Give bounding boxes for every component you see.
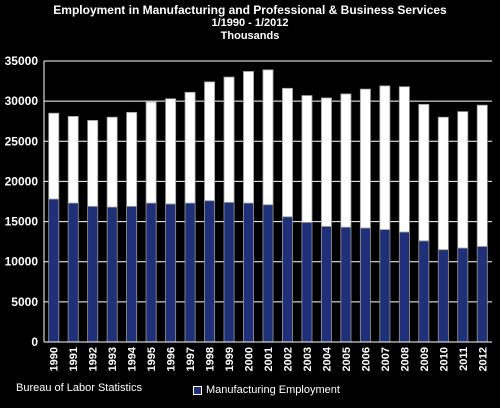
- bar-manufacturing: [418, 240, 430, 343]
- bar-professional-business-services: [184, 91, 196, 204]
- bar-professional-business-services: [223, 76, 235, 203]
- x-tick-label: 2004: [321, 346, 333, 371]
- x-tick-label: 2010: [438, 347, 450, 371]
- bar-manufacturing: [106, 206, 118, 343]
- x-tick-label: 2012: [477, 347, 489, 371]
- y-tick-label: 0: [31, 335, 38, 349]
- y-tick-label: 25000: [5, 134, 39, 148]
- y-tick-label: 30000: [5, 94, 39, 108]
- bar-manufacturing: [87, 205, 99, 343]
- bar-manufacturing: [184, 202, 196, 343]
- x-tick-label: 1995: [146, 347, 158, 371]
- x-tick-label: 2000: [244, 347, 256, 371]
- bar-professional-business-services: [320, 97, 332, 227]
- x-tick-label: 2006: [360, 347, 372, 371]
- bar-professional-business-services: [359, 88, 371, 229]
- legend-label: Manufacturing Employment: [206, 384, 340, 396]
- x-tick-label: 2007: [380, 347, 392, 371]
- bar-professional-business-services: [301, 95, 313, 223]
- bar-professional-business-services: [67, 115, 79, 204]
- x-tick-label: 1997: [185, 347, 197, 371]
- x-tick-label: 2011: [458, 347, 470, 371]
- bar-professional-business-services: [204, 81, 216, 202]
- bar-professional-business-services: [106, 116, 118, 208]
- bar-manufacturing: [223, 201, 235, 343]
- x-tick-label: 2001: [263, 347, 275, 371]
- bar-professional-business-services: [379, 85, 391, 230]
- bar-manufacturing: [204, 200, 216, 343]
- bar-professional-business-services: [282, 87, 293, 218]
- bar-professional-business-services: [457, 111, 469, 249]
- bar-manufacturing: [282, 216, 293, 343]
- bar-manufacturing: [379, 229, 391, 343]
- bar-manufacturing: [67, 202, 79, 343]
- bar-professional-business-services: [48, 112, 60, 200]
- bars-layer: [48, 69, 488, 343]
- chart-units: Thousands: [220, 30, 280, 42]
- bar-manufacturing: [243, 202, 254, 343]
- x-tick-label: 2009: [419, 347, 431, 371]
- chart-title: Employment in Manufacturing and Professi…: [53, 3, 447, 17]
- x-tick-label: 1998: [205, 347, 217, 371]
- y-tick-label: 35000: [5, 54, 39, 68]
- bar-professional-business-services: [145, 101, 157, 204]
- x-tick-label: 1999: [224, 347, 236, 371]
- bar-manufacturing: [457, 247, 469, 343]
- bar-professional-business-services: [476, 104, 488, 247]
- bar-manufacturing: [126, 205, 138, 343]
- bar-manufacturing: [165, 203, 177, 343]
- axis-layer: 0 5000 10000 15000 20000 25000 30000 35000 1990 1…: [5, 54, 492, 371]
- bar-manufacturing: [145, 202, 157, 343]
- y-tick-label: 15000: [5, 215, 39, 229]
- x-tick-label: 1992: [88, 347, 100, 371]
- y-tick-label: 10000: [5, 255, 39, 269]
- bar-professional-business-services: [165, 98, 177, 205]
- y-tick-label: 20000: [5, 174, 39, 188]
- bar-manufacturing: [320, 225, 332, 343]
- bar-professional-business-services: [398, 86, 410, 233]
- bar-manufacturing: [437, 249, 449, 343]
- bar-professional-business-services: [418, 103, 430, 242]
- bar-professional-business-services: [126, 111, 138, 207]
- bar-professional-business-services: [262, 69, 274, 206]
- x-tick-label: 1991: [68, 347, 80, 371]
- bar-manufacturing: [476, 246, 488, 343]
- x-tick-label: 2002: [282, 347, 294, 371]
- y-tick-label: 5000: [11, 295, 38, 309]
- x-tick-label: 1993: [107, 347, 119, 371]
- bar-professional-business-services: [437, 116, 449, 251]
- bar-professional-business-services: [243, 71, 254, 204]
- bar-manufacturing: [398, 231, 410, 343]
- source-note: Bureau of Labor Statistics: [16, 382, 142, 394]
- chart-subtitle: 1/1990 - 1/2012: [211, 17, 289, 29]
- bar-professional-business-services: [340, 93, 352, 228]
- bar-professional-business-services: [87, 120, 99, 207]
- legend: Manufacturing Employment: [193, 384, 340, 396]
- bar-manufacturing: [301, 221, 313, 343]
- chart-title-block: Employment in Manufacturing and Professi…: [0, 4, 500, 43]
- x-tick-label: 2008: [399, 347, 411, 371]
- bar-manufacturing: [262, 204, 274, 343]
- x-tick-label: 1994: [127, 346, 139, 371]
- x-tick-label: 1990: [49, 347, 61, 371]
- bar-manufacturing: [359, 227, 371, 343]
- x-tick-label: 1996: [166, 347, 178, 371]
- bar-manufacturing: [48, 198, 60, 343]
- x-tick-label: 2005: [341, 347, 353, 371]
- x-tick-label: 2003: [302, 347, 314, 371]
- legend-swatch: [193, 385, 202, 395]
- bar-manufacturing: [340, 226, 352, 343]
